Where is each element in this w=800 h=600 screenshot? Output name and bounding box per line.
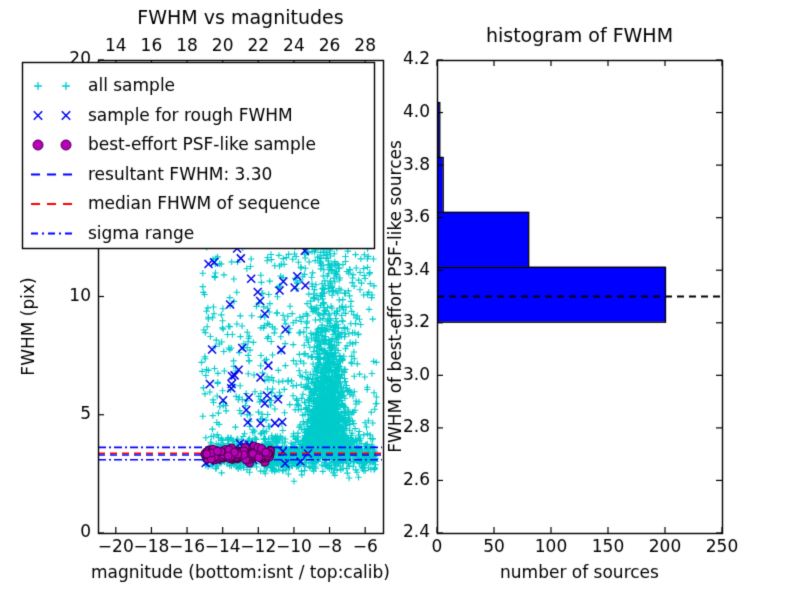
histogram-plot-area[interactable]	[437, 60, 722, 533]
scatter-plot-area[interactable]	[98, 60, 383, 533]
